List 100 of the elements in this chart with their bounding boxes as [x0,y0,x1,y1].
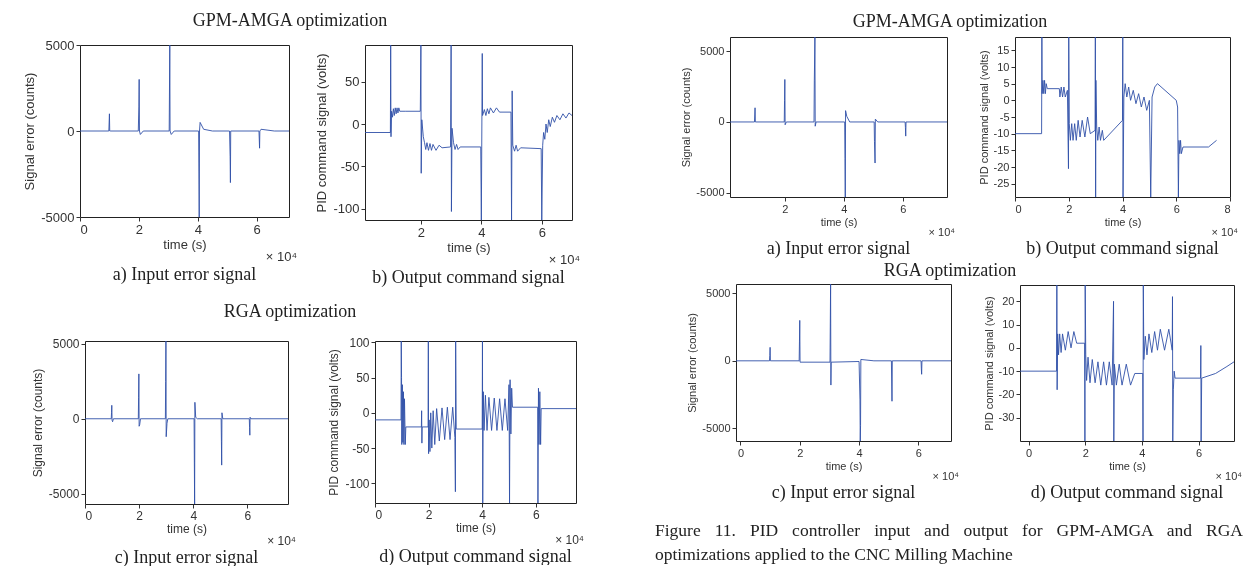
x-tick-label: 4 [1119,202,1127,215]
x-tick-label: 4 [194,221,202,237]
y-tick-label: 5000 [45,37,75,53]
y-axis-title: PID command signal (volts) [314,53,330,213]
text: RGA optimization [223,300,357,322]
text: × 10⁴ [265,249,297,264]
caption: Figure 11. PID controller input and output for GPM-AMGA and RGA optimizations applied to the CNC Milling Machine [655,519,1243,566]
line-series [1015,37,1218,197]
y-axis-title: Signal error (counts) [680,67,693,168]
x-tick-label: 0 [85,508,93,523]
line-series [730,37,947,197]
y-tick-label: 50 [345,74,360,90]
x-axis-title: time (s) [1104,215,1142,228]
line-series [80,45,289,217]
x-tick-label: 4 [478,224,486,240]
text: c) Input error signal [114,547,259,566]
y-tick-label: 10 [1002,318,1015,331]
y-tick-label: -100 [333,201,360,217]
text: × 10⁴ [555,533,584,547]
x-axis-title: time (s) [825,459,863,472]
y-axis-title: PID command signal (volts) [977,50,990,185]
y-tick-label: 5 [1003,77,1010,90]
y-tick-label: -15 [993,143,1010,156]
line-series [736,284,951,441]
x-tick-label: 2 [1066,202,1073,215]
x-axis-title: time (s) [1109,459,1146,472]
y-tick-label: -100 [345,476,370,491]
y-tick-label: 0 [1008,341,1015,354]
x-axis-title: time (s) [167,521,207,536]
line-series [365,45,572,220]
y-tick-label: 0 [1003,93,1010,106]
y-tick-label: -5000 [41,209,75,225]
x-tick-label: 2 [136,508,144,523]
x-tick-label: 4 [856,446,863,459]
y-tick-label: 0 [724,354,731,367]
y-axis-title: PID command signal (volts) [327,349,342,496]
text: × 10⁴ [928,226,956,238]
y-axis-title: Signal error (counts) [30,368,45,478]
y-tick-label: 5000 [706,286,731,299]
x-tick-label: 6 [532,507,540,522]
text: a) Input error signal [766,238,911,259]
x-tick-label: 2 [1082,446,1089,459]
text: GPM-AMGA optimization [192,9,388,31]
x-tick-label: 6 [253,221,261,237]
y-tick-label: -10 [993,127,1010,140]
x-tick-label: 0 [1025,446,1033,459]
y-tick-label: -30 [998,411,1015,424]
x-tick-label: 2 [417,224,426,240]
y-tick-label: -5000 [702,421,731,434]
text: a) Input error signal [112,264,257,285]
text: GPM-AMGA optimization [852,10,1048,32]
x-tick-label: 6 [538,224,546,240]
x-tick-label: 6 [1196,446,1203,459]
y-tick-label: 20 [1002,294,1015,307]
text: × 10⁴ [548,252,580,267]
text: RGA optimization [883,259,1017,281]
text: × 10⁴ [1211,226,1239,238]
y-tick-label: 5000 [700,44,725,57]
y-tick-label: -5000 [696,186,725,199]
text: × 10⁴ [1215,470,1243,482]
x-tick-label: 2 [425,507,433,522]
x-tick-label: 8 [1224,202,1231,215]
y-tick-label: -20 [998,387,1015,400]
text: b) Output command signal [1026,238,1219,259]
y-tick-label: 50 [356,371,370,386]
y-axis-title: Signal error (counts) [686,313,699,413]
x-tick-label: 2 [797,446,804,459]
y-tick-label: 0 [72,412,80,427]
x-tick-label: 0 [737,446,745,459]
text: c) Input error signal [771,482,916,503]
y-tick-label: -50 [340,158,360,174]
y-tick-label: 5000 [52,337,80,352]
x-tick-label: 6 [900,202,907,215]
x-tick-label: 2 [135,221,143,237]
y-tick-label: 0 [67,123,75,139]
y-tick-label: 0 [352,116,360,132]
x-tick-label: 6 [915,446,922,459]
y-tick-label: 15 [997,43,1010,56]
y-tick-label: -50 [352,441,370,456]
y-tick-label: -10 [998,364,1015,377]
x-tick-label: 4 [190,508,198,523]
y-tick-label: 10 [997,60,1010,73]
x-axis-title: time (s) [820,215,858,228]
y-tick-label: -5 [999,110,1010,123]
y-tick-label: 100 [349,335,370,350]
line-series [85,341,288,504]
y-axis-title: Signal error (counts) [22,72,38,191]
y-tick-label: 0 [362,406,370,421]
x-tick-label: 4 [841,202,848,215]
text: × 10⁴ [267,534,296,548]
x-tick-label: 6 [1173,202,1180,215]
y-tick-label: -25 [993,177,1010,190]
y-tick-label: -5000 [48,487,80,502]
x-axis-title: time (s) [447,239,491,255]
text: b) Output command signal [372,267,565,288]
y-tick-label: -20 [993,160,1010,173]
y-tick-label: 0 [718,115,725,128]
text: d) Output command signal [1030,482,1224,503]
line-series [375,341,576,503]
x-tick-label: 4 [479,507,487,522]
